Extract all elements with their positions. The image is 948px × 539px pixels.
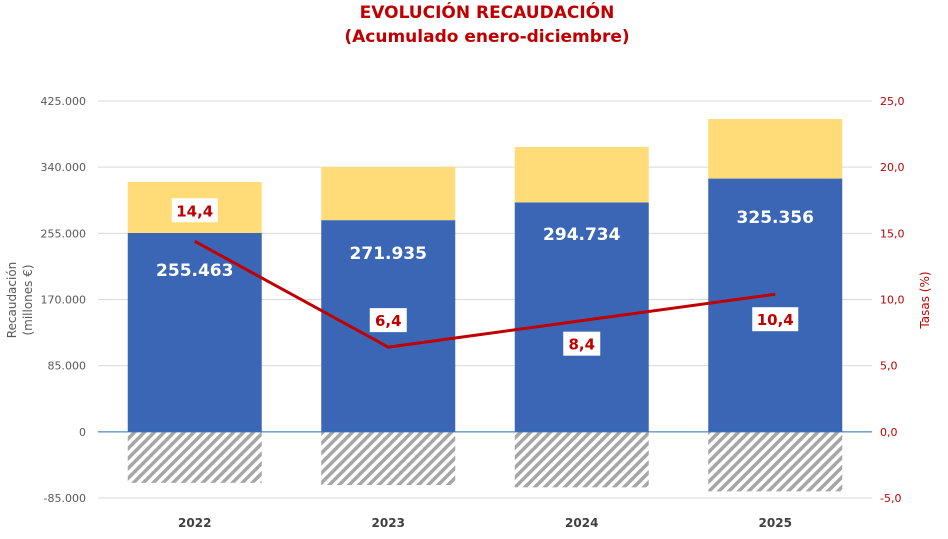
rate-label: 8,4: [568, 336, 595, 354]
chart-title: EVOLUCIÓN RECAUDACIÓN: [360, 1, 615, 23]
y-axis-label-line2: (millones €): [21, 264, 35, 335]
x-tick-label: 2024: [565, 516, 598, 530]
y-tick-label: 425.000: [41, 95, 87, 108]
rate-label: 10,4: [757, 311, 794, 329]
y2-tick-label: 5,0: [880, 360, 898, 373]
y-tick-label: 340.000: [41, 161, 87, 174]
hatched-bar: [514, 431, 649, 488]
hatched-bar: [127, 431, 262, 483]
x-tick-label: 2023: [372, 516, 405, 530]
rate-label: 14,4: [176, 202, 213, 220]
blue-bar: [708, 178, 843, 432]
hatched-bar: [321, 431, 456, 486]
hatched-bar: [708, 431, 843, 492]
y2-tick-label: 25,0: [880, 95, 905, 108]
rate-label-box: [369, 308, 407, 333]
x-tick-label: 2025: [759, 516, 792, 530]
rate-label: 6,4: [375, 312, 402, 330]
y2-axis-label: Tasas (%): [918, 271, 932, 329]
y2-tick-label: -5,0: [880, 492, 901, 505]
y-tick-label: 85.000: [48, 360, 87, 373]
bar-value-label: 255.463: [156, 261, 233, 281]
rate-label-box: [171, 198, 218, 223]
rate-line: [194, 239, 776, 349]
rate-label-box: [563, 331, 601, 356]
y2-tick-label: 15,0: [880, 227, 905, 240]
yellow-bar: [708, 119, 843, 179]
y2-tick-label: 20,0: [880, 161, 905, 174]
blue-bar: [514, 202, 649, 432]
yellow-bar: [321, 166, 456, 221]
y-tick-label: -85.000: [44, 492, 86, 505]
yellow-bar: [514, 146, 649, 203]
y-axis-label-line1: Recaudación: [5, 262, 19, 339]
rate-label-box: [752, 307, 799, 332]
bar-value-label: 294.734: [543, 225, 621, 245]
bar-value-label: 271.935: [350, 244, 427, 264]
y-tick-label: 0: [79, 426, 86, 439]
bar-value-label: 325.356: [737, 208, 814, 228]
y2-tick-label: 10,0: [880, 294, 905, 307]
y-tick-label: 170.000: [41, 294, 87, 307]
y-tick-label: 255.000: [41, 227, 87, 240]
y2-tick-label: 0,0: [880, 426, 898, 439]
chart-subtitle: (Acumulado enero-diciembre): [344, 27, 629, 47]
x-tick-label: 2022: [178, 516, 211, 530]
